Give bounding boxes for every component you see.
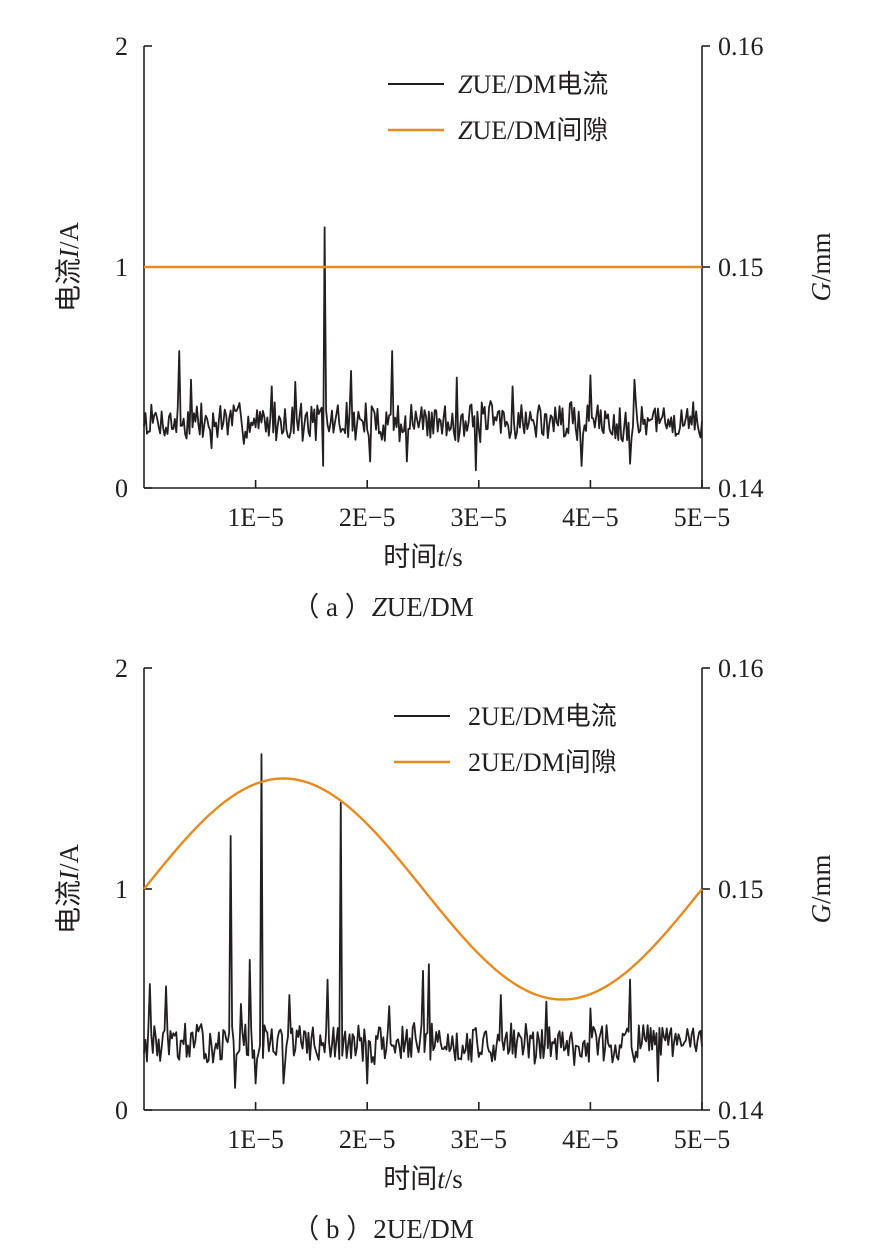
text-part: （ b ）	[292, 1214, 373, 1244]
y-tick-label: 0	[115, 1096, 128, 1125]
y2-tick-label: 0.15	[718, 875, 764, 904]
text-part: /mm	[806, 232, 836, 282]
text-part: t	[437, 1164, 446, 1194]
text-part: /A	[54, 221, 84, 249]
text-part: 2UE/DM电流	[468, 702, 617, 731]
text-part: G	[806, 904, 836, 924]
legend-label: ZUE/DM间隙	[458, 116, 608, 145]
x-tick-label: 4E−5	[562, 1125, 619, 1154]
y-tick-label: 2	[115, 654, 128, 683]
x-tick-label: 2E−5	[339, 1125, 396, 1154]
x-tick-label: 5E−5	[674, 503, 731, 532]
legend: 2UE/DM电流 2UE/DM间隙	[394, 702, 617, 777]
y-tick-label: 1	[115, 253, 128, 282]
text-part: /s	[445, 542, 463, 572]
x-axis-title: 时间t/s	[383, 1164, 463, 1194]
x-tick-label: 3E−5	[451, 1125, 508, 1154]
gap-series-line	[143, 777, 703, 1001]
y-axis-title: 电流I/A	[54, 221, 84, 312]
x-axis-title: 时间t/s	[383, 542, 463, 572]
text-part: 时间	[383, 1164, 437, 1194]
text-part: 2UE/DM	[373, 1214, 474, 1244]
text-part: 2UE/DM间隙	[468, 748, 617, 777]
x-tick-label: 1E−5	[227, 1125, 284, 1154]
text-part: Z	[458, 116, 473, 145]
legend-label: ZUE/DM电流	[458, 70, 608, 99]
text-part: Z	[458, 70, 473, 99]
text-part: Z	[372, 592, 388, 622]
chart-panel-b: 0 1 2 0.14 0.15 0.16 1E−5 2E−5 3E−5 4E−5 5E−5 时间t/s…	[54, 654, 836, 1244]
current-series-line	[143, 753, 703, 1089]
text-part: /A	[54, 843, 84, 871]
y2-tick-label: 0.16	[718, 32, 764, 61]
legend-label: 2UE/DM电流	[468, 702, 617, 731]
text-part: UE/DM	[387, 592, 474, 622]
text-part: 电流	[54, 880, 84, 934]
text-part: 时间	[383, 542, 437, 572]
y-tick-label: 1	[115, 875, 128, 904]
y-axis-title: 电流I/A	[54, 843, 84, 934]
text-part: G	[806, 282, 836, 302]
text-part: /mm	[806, 854, 836, 904]
y-tick-label: 0	[115, 474, 128, 503]
text-part: I	[54, 247, 84, 259]
y2-tick-label: 0.16	[718, 654, 764, 683]
x-tick-label: 3E−5	[451, 503, 508, 532]
x-tick-label: 5E−5	[674, 1125, 731, 1154]
x-tick-label: 4E−5	[562, 503, 619, 532]
y2-tick-label: 0.14	[718, 474, 764, 503]
legend-label: 2UE/DM间隙	[468, 748, 617, 777]
panel-caption: （ a ）ZUE/DM	[292, 592, 474, 622]
text-part: /s	[445, 1164, 463, 1194]
y2-axis-title: G/mm	[806, 854, 836, 923]
y-tick-label: 2	[115, 32, 128, 61]
text-part: （ a ）	[292, 592, 371, 622]
text-part: t	[437, 542, 446, 572]
y2-tick-label: 0.14	[718, 1096, 764, 1125]
chart-panel-a: 0 1 2 0.14 0.15 0.16 1E−5 2E−5 3E−5 4E−5 5E−5 时间t/s…	[54, 32, 836, 622]
text-part: I	[54, 869, 84, 881]
x-tick-label: 1E−5	[227, 503, 284, 532]
panel-caption: （ b ）2UE/DM	[292, 1214, 474, 1244]
text-part: 电流	[54, 258, 84, 312]
y2-tick-label: 0.15	[718, 253, 764, 282]
text-part: UE/DM间隙	[472, 116, 608, 145]
y2-axis-title: G/mm	[806, 232, 836, 301]
x-tick-label: 2E−5	[339, 503, 396, 532]
current-series-line	[143, 226, 703, 472]
text-part: UE/DM电流	[472, 70, 608, 99]
